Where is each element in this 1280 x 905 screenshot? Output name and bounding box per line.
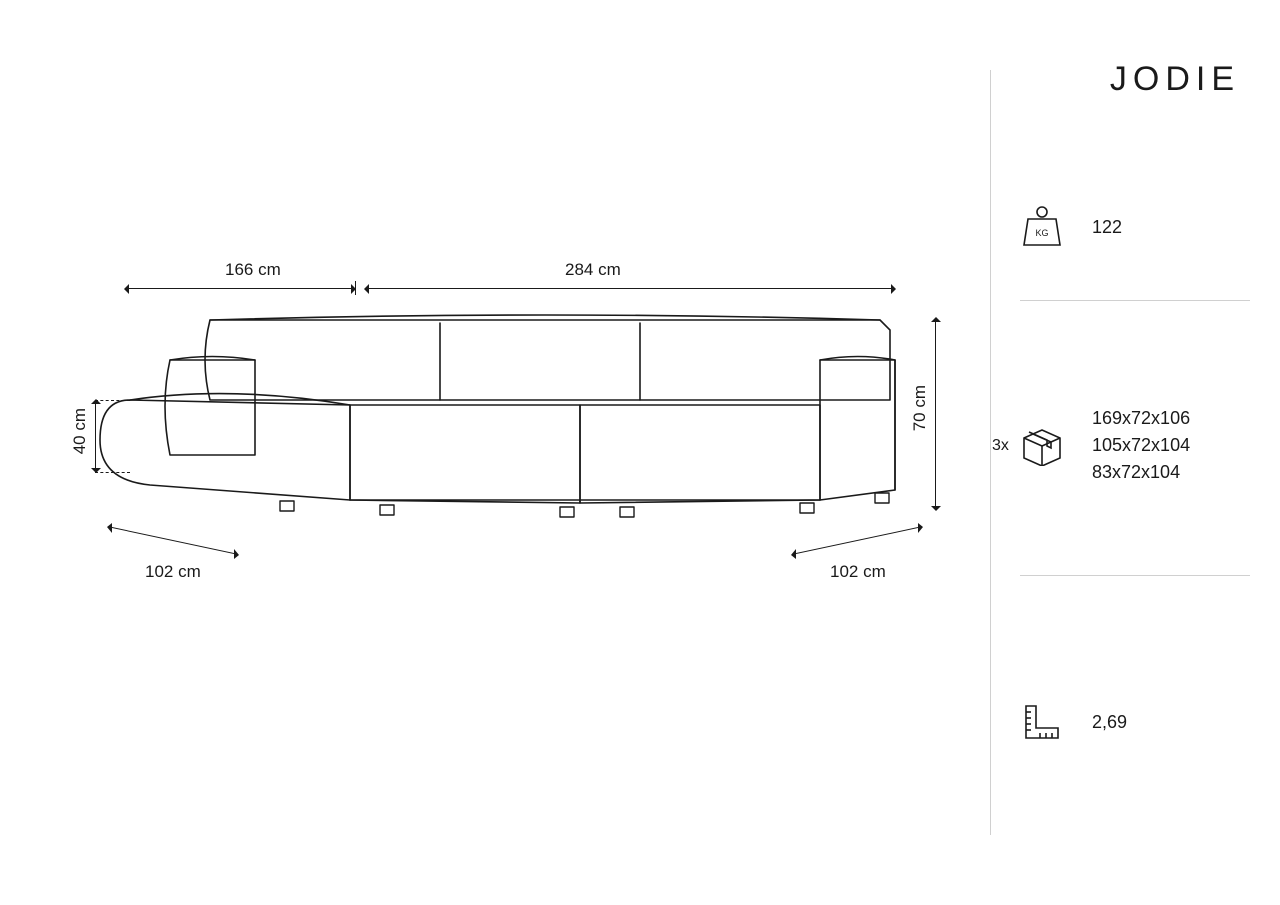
package-line: 105x72x104 — [1092, 432, 1190, 459]
ruler-icon — [1020, 700, 1064, 744]
dim-arrow-top-right — [365, 288, 895, 289]
weight-icon: KG — [1020, 205, 1064, 249]
package-line: 83x72x104 — [1092, 459, 1190, 486]
spec-weight: KG 122 — [1020, 205, 1250, 249]
package-count: 3x — [992, 437, 1009, 455]
package-line: 169x72x106 — [1092, 405, 1190, 432]
package-dimensions: 169x72x106 105x72x104 83x72x104 — [1092, 405, 1190, 486]
volume-value: 2,69 — [1092, 709, 1127, 736]
dim-arrow-depth-right — [792, 526, 922, 555]
dim-label-height: 70 cm — [910, 385, 930, 431]
spec-packages: 3x 169x72x106 105x72x104 83x72x104 — [1020, 405, 1250, 486]
dim-arrow-height — [935, 318, 936, 510]
dim-arrow-top-left — [125, 288, 355, 289]
kg-label: KG — [1035, 228, 1048, 238]
dim-label-width-right: 284 cm — [565, 260, 621, 280]
weight-value: 122 — [1092, 214, 1122, 241]
dim-label-width-left: 166 cm — [225, 260, 281, 280]
spec-volume: 2,69 — [1020, 700, 1250, 744]
dim-tick — [355, 281, 356, 295]
dim-label-depth-left: 102 cm — [145, 562, 201, 582]
box-icon: 3x — [1020, 424, 1064, 468]
spec-panel: JODIE KG 122 3x — [990, 0, 1280, 905]
dim-label-depth-right: 102 cm — [830, 562, 886, 582]
drawing-area: 166 cm 284 cm 70 cm 40 cm 102 cm 102 cm — [0, 0, 990, 905]
spec-divider — [1020, 300, 1250, 301]
product-title: JODIE — [1110, 60, 1240, 99]
sofa-drawing — [80, 305, 900, 525]
dim-arrow-depth-left — [108, 526, 238, 555]
spec-divider — [1020, 575, 1250, 576]
